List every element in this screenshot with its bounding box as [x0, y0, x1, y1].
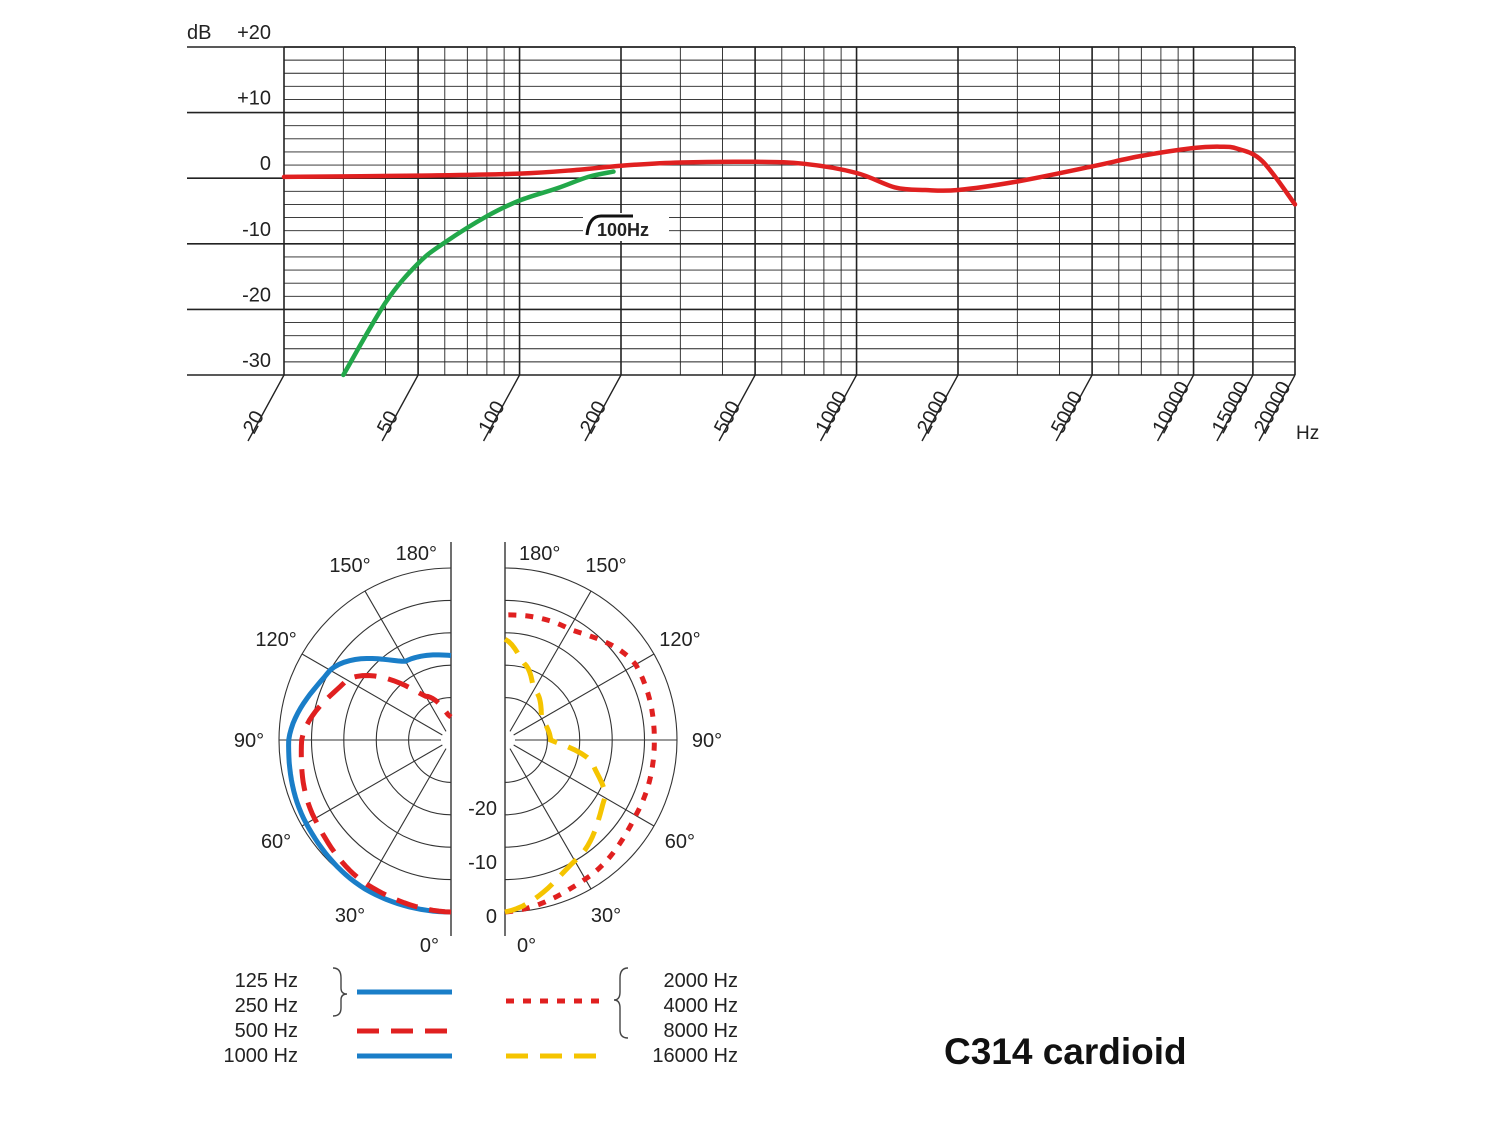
- x-tick-mark: [381, 374, 419, 442]
- polar-spoke: [301, 653, 443, 736]
- polar-db-label: -20: [468, 798, 497, 820]
- legend-label: 250 Hz: [235, 995, 298, 1017]
- x-tick-label: 15000: [1208, 378, 1254, 437]
- legend-label: 500 Hz: [235, 1020, 298, 1042]
- polar-db-labels: -20 -10 0: [468, 798, 497, 928]
- x-tick-mark: [1055, 374, 1093, 442]
- polar-pattern-chart: 180° 150° 120° 90° 60° 30° 0° 180° 150° 120° 90° 60…: [224, 542, 739, 1067]
- x-tick-label: 10000: [1149, 378, 1195, 437]
- legend-label: 2000 Hz: [664, 970, 739, 992]
- polar-angle-label: 60°: [261, 831, 291, 853]
- x-tick-label: 20000: [1250, 378, 1296, 437]
- polar-angle-label: 60°: [665, 831, 695, 853]
- polar-spoke: [364, 748, 447, 890]
- x-axis-unit: Hz: [1296, 423, 1319, 444]
- legend-brace-right: [613, 967, 629, 1039]
- polar-angle-label: 0°: [420, 935, 439, 957]
- polar-spoke: [301, 744, 443, 827]
- frequency-response-series: [281, 144, 1298, 378]
- polar-angle-label: 90°: [234, 730, 264, 752]
- legend-label: 125 Hz: [235, 970, 298, 992]
- polar-right-half: [504, 542, 678, 936]
- y-tick-label: -10: [242, 219, 271, 241]
- x-tick-mark: [247, 374, 285, 442]
- highpass-curve-green: [341, 169, 616, 378]
- y-tick-label: -30: [242, 350, 271, 372]
- polar-angle-label: 150°: [585, 555, 626, 577]
- polar-curve-125-hz: [286, 652, 452, 915]
- polar-left-half: [278, 542, 452, 936]
- polar-angle-label: 90°: [692, 730, 722, 752]
- polar-angle-labels: 180° 150° 120° 90° 60° 30° 0° 180° 150° 120° 90° 60…: [234, 543, 722, 957]
- x-tick-mark: [1216, 374, 1254, 442]
- y-axis-ticks: +20 +10 0 -10 -20 -30: [237, 22, 271, 372]
- y-tick-label: 0: [260, 153, 271, 175]
- frequency-response-chart: +20+100-10-20-30 20 50 100 200 500 1000 2000 50…: [187, 22, 1319, 444]
- legend-label: 16000 Hz: [652, 1045, 738, 1067]
- frequency-response-grid: [187, 46, 1296, 376]
- response-curve-red: [281, 144, 1298, 207]
- x-tick-mark: [1156, 374, 1195, 442]
- legend-label: 1000 Hz: [224, 1045, 299, 1067]
- polar-curve-16000-hz: [503, 637, 608, 915]
- highpass-filter-icon: [585, 214, 633, 236]
- x-tick-mark: [921, 374, 959, 442]
- legend-brace-left: [332, 967, 348, 1017]
- polar-angle-label: 180°: [519, 543, 560, 565]
- polar-curve-500-hz: [298, 672, 453, 915]
- y-tick-label: -20: [242, 284, 271, 306]
- x-tick-label: 2000: [913, 388, 953, 438]
- x-tick-mark: [718, 374, 756, 442]
- y-tick-label: +20: [237, 22, 271, 44]
- polar-angle-label: 120°: [659, 629, 700, 651]
- x-tick-mark: [584, 374, 622, 442]
- polar-series: [286, 612, 657, 915]
- polar-spoke: [509, 748, 592, 890]
- y-axis-unit: dB: [187, 22, 211, 44]
- polar-legend: 125 Hz 250 Hz 500 Hz 1000 Hz 2000 Hz 4000 Hz 8…: [224, 967, 739, 1067]
- y-tick-label: +10: [237, 88, 271, 110]
- x-tick-mark: [819, 374, 858, 442]
- polar-angle-label: 30°: [335, 905, 365, 927]
- x-tick-label: 5000: [1047, 388, 1087, 438]
- polar-db-label: -10: [468, 852, 497, 874]
- polar-db-label: 0: [486, 906, 497, 928]
- polar-angle-label: 150°: [329, 555, 370, 577]
- polar-spoke: [513, 744, 655, 827]
- x-tick-label: 1000: [812, 388, 852, 438]
- product-caption: C314 cardioid: [944, 1031, 1187, 1072]
- polar-angle-label: 120°: [255, 629, 296, 651]
- polar-angle-label: 0°: [517, 935, 536, 957]
- x-tick-mark: [1258, 374, 1296, 442]
- polar-spoke: [513, 653, 655, 736]
- polar-angle-label: 180°: [396, 543, 437, 565]
- legend-label: 4000 Hz: [664, 995, 739, 1017]
- x-tick-mark: [482, 374, 521, 442]
- polar-angle-label: 30°: [591, 905, 621, 927]
- polar-spoke: [509, 590, 592, 732]
- polar-curve-2000-hz: [504, 612, 657, 915]
- highpass-annotation: 100Hz: [583, 213, 669, 241]
- highpass-annotation-label: 100Hz: [597, 220, 649, 240]
- legend-label: 8000 Hz: [664, 1020, 739, 1042]
